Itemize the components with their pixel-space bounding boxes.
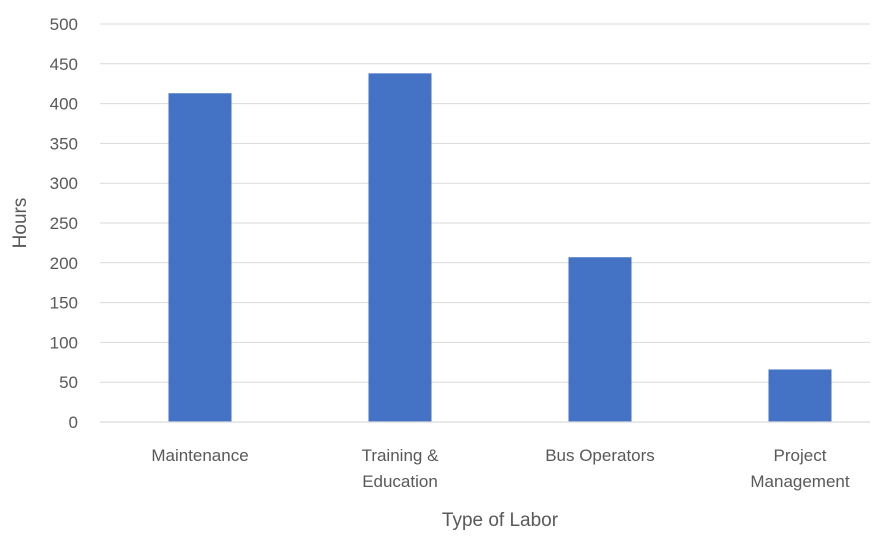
x-axis-ticks: Maintenance Training & Education Bus Operat… [151,446,850,491]
bar [168,93,232,422]
x-tick-label: Training & Education [362,446,440,491]
y-tick-label: 100 [50,333,78,352]
y-tick-label: 350 [50,134,78,153]
x-tick-label: Project Management [750,446,850,491]
x-tick-label: Bus Operators [545,446,655,465]
y-tick-label: 150 [50,294,78,313]
bar [768,369,832,422]
bar [368,73,432,423]
y-tick-label: 200 [50,254,78,273]
y-tick-label: 500 [50,15,78,34]
y-tick-label: 450 [50,55,78,74]
x-tick-label: Maintenance [151,446,248,465]
y-tick-label: 0 [69,413,78,432]
y-axis-title: Hours [10,198,31,249]
y-tick-label: 250 [50,214,78,233]
x-axis-title: Type of Labor [442,510,559,531]
y-tick-label: 300 [50,174,78,193]
y-tick-label: 400 [50,95,78,114]
y-axis-ticks: 0 50 100 150 200 250 300 350 400 450 500 [50,15,78,432]
bars [168,73,832,423]
bar [568,257,632,422]
y-tick-label: 50 [59,373,78,392]
